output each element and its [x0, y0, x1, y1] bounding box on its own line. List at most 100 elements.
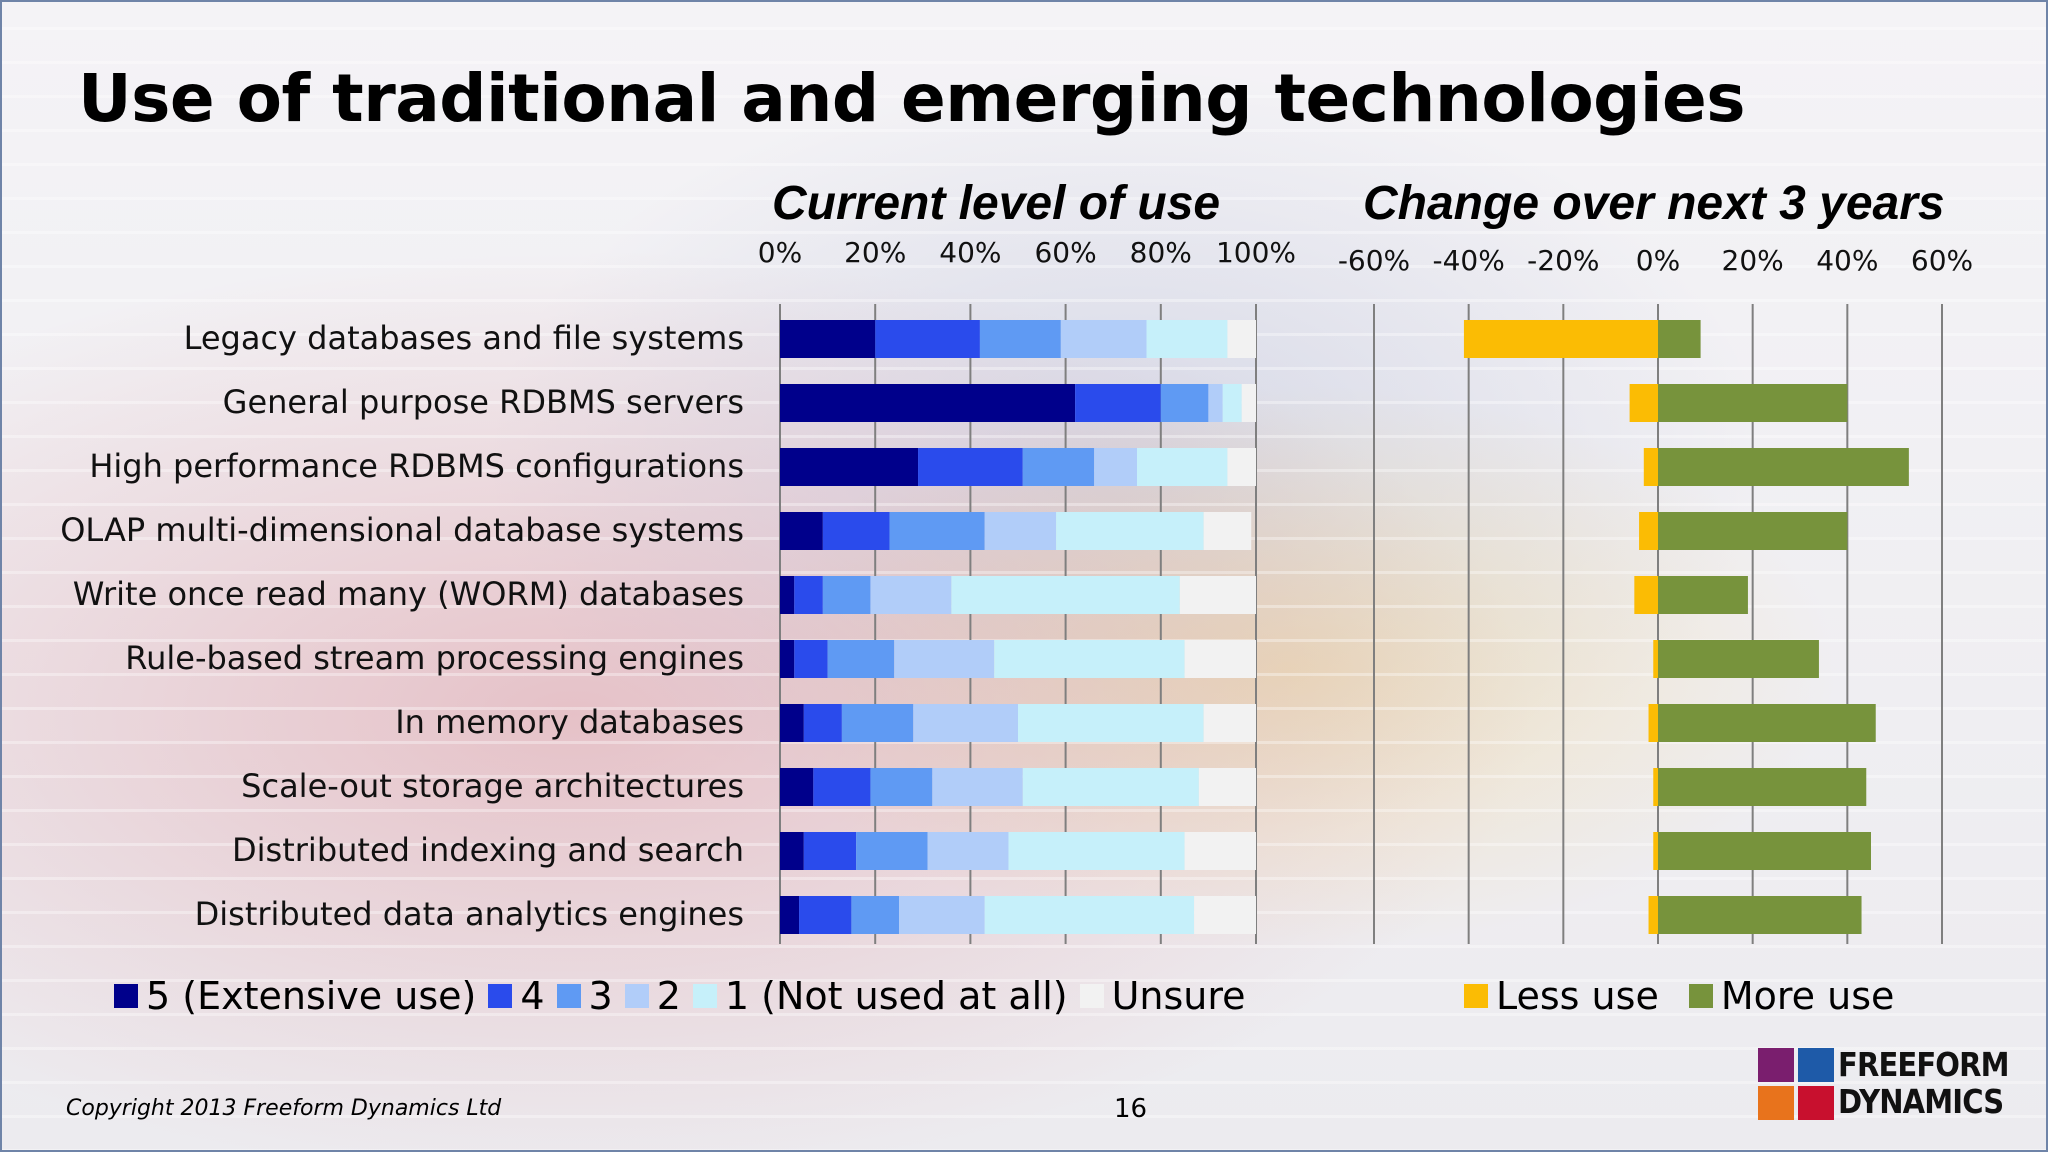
more-use-bar	[1658, 512, 1848, 550]
logo-mark-icon	[1758, 1048, 1834, 1120]
freeform-dynamics-logo: FREEFORM DYNAMICS	[1758, 1045, 2010, 1122]
current-legend-label: 1 (Not used at all)	[724, 974, 1068, 1018]
page-number: 16	[1114, 1094, 1148, 1124]
current-bar-segment	[899, 896, 985, 934]
current-bar-segment	[889, 512, 985, 550]
current-use-chart: 0% 20% 40% 60% 80% 100% Legacy databases and f…	[60, 236, 1296, 944]
current-bar-segment	[927, 832, 1009, 870]
current-bar-segment	[780, 768, 814, 806]
current-bar-segment	[875, 320, 980, 358]
change-legend-label: More use	[1720, 974, 1895, 1018]
logo-tile-4	[1798, 1086, 1834, 1120]
category-label: General purpose RDBMS servers	[223, 383, 744, 421]
category-label: Distributed data analytics engines	[195, 895, 744, 933]
current-bar-segment	[870, 768, 933, 806]
current-bar-segment	[1222, 384, 1242, 422]
current-legend-swatch	[624, 984, 649, 1008]
current-bar-segment	[1184, 640, 1256, 678]
current-bar-segment	[994, 640, 1185, 678]
logo-line1: FREEFORM	[1838, 1045, 2010, 1084]
current-bar-segment	[1018, 704, 1204, 742]
current-bar-segment	[984, 896, 1195, 934]
current-bar-segment	[780, 576, 795, 614]
less-use-bar	[1653, 640, 1658, 678]
current-bar-segment	[780, 896, 800, 934]
less-use-bar	[1643, 448, 1658, 486]
change-x-tick-label: -40%	[1432, 244, 1504, 277]
current-bar-segment	[822, 512, 890, 550]
current-bar-segment	[841, 704, 914, 742]
current-legend-label: Unsure	[1111, 974, 1246, 1018]
current-legend-swatch	[488, 984, 513, 1008]
current-bar-segment	[780, 512, 823, 550]
current-legend-swatch	[556, 984, 581, 1008]
category-label: Scale-out storage architectures	[241, 767, 744, 805]
current-bar-segment	[1208, 384, 1223, 422]
less-use-bar	[1634, 576, 1658, 614]
category-label: Distributed indexing and search	[232, 831, 744, 869]
change-x-tick-label: -20%	[1527, 244, 1599, 277]
change-legend-swatch	[1464, 984, 1488, 1008]
category-label: Legacy databases and file systems	[184, 319, 744, 357]
current-bar-segment	[813, 768, 871, 806]
current-x-tick-label: 100%	[1216, 236, 1296, 269]
current-use-legend: 5 (Extensive use) 4 3 2 1 (Not used at all) U…	[114, 974, 1258, 1018]
current-bar-segment	[780, 448, 919, 486]
chart-title-change: Change over next 3 years	[1363, 177, 1945, 230]
current-bar-segment	[1022, 768, 1199, 806]
more-use-bar	[1658, 896, 1862, 934]
current-legend-swatch	[1079, 984, 1104, 1008]
current-legend-item: 3	[556, 974, 613, 1018]
current-legend-item: 4	[488, 974, 545, 1018]
category-label: In memory databases	[395, 703, 744, 741]
current-x-tick-label: 0%	[758, 236, 802, 269]
current-x-tick-label: 80%	[1130, 236, 1192, 269]
current-bar-segment	[870, 576, 952, 614]
current-bar-segment	[803, 704, 842, 742]
current-bar-segment	[913, 704, 1018, 742]
current-bar-segment	[799, 896, 852, 934]
more-use-bar	[1658, 640, 1819, 678]
current-bar-segment	[1184, 832, 1256, 870]
change-legend: Less use More use	[1464, 974, 1924, 1018]
current-bar-segment	[1160, 384, 1209, 422]
logo-tile-3	[1758, 1086, 1794, 1120]
chart-title-current-use: Current level of use	[772, 177, 1221, 230]
change-legend-item: Less use	[1464, 974, 1659, 1018]
current-legend-item: 1 (Not used at all)	[692, 974, 1068, 1018]
current-bar-segment	[851, 896, 899, 934]
logo-tile-2	[1798, 1048, 1834, 1082]
change-legend-swatch	[1688, 984, 1713, 1008]
change-x-tick-label: 60%	[1911, 244, 1973, 277]
current-bar-segment	[780, 704, 804, 742]
current-bar-segment	[803, 832, 857, 870]
current-bar-segment	[1008, 832, 1185, 870]
change-chart: -60% -40% -20% 0% 20% 40% 60%	[1338, 244, 1973, 944]
less-use-bar	[1639, 512, 1658, 550]
logo-line2: DYNAMICS	[1838, 1082, 2004, 1121]
current-bar-segment	[780, 640, 795, 678]
category-label: OLAP multi-dimensional database systems	[60, 511, 744, 549]
current-bar-segment	[856, 832, 928, 870]
current-bar-segment	[1022, 448, 1095, 486]
current-x-tick-label: 40%	[939, 236, 1001, 269]
current-bar-segment	[1146, 320, 1228, 358]
current-legend-label: 5 (Extensive use)	[146, 974, 477, 1018]
more-use-bar	[1658, 384, 1848, 422]
current-bar-segment	[780, 384, 1076, 422]
less-use-bar	[1463, 320, 1658, 358]
current-legend-swatch	[692, 984, 717, 1008]
more-use-bar	[1658, 448, 1909, 486]
change-legend-item: More use	[1688, 974, 1895, 1018]
current-bar-segment	[780, 832, 804, 870]
current-legend-label: 4	[520, 974, 545, 1018]
current-bar-segment	[951, 576, 1180, 614]
more-use-bar	[1658, 704, 1876, 742]
more-use-bar	[1658, 768, 1867, 806]
change-x-tick-label: 40%	[1816, 244, 1878, 277]
current-bar-segment	[780, 320, 876, 358]
change-x-tick-label: 20%	[1722, 244, 1784, 277]
more-use-bar	[1658, 576, 1748, 614]
current-x-tick-label: 60%	[1034, 236, 1096, 269]
current-bar-segment	[918, 448, 1023, 486]
